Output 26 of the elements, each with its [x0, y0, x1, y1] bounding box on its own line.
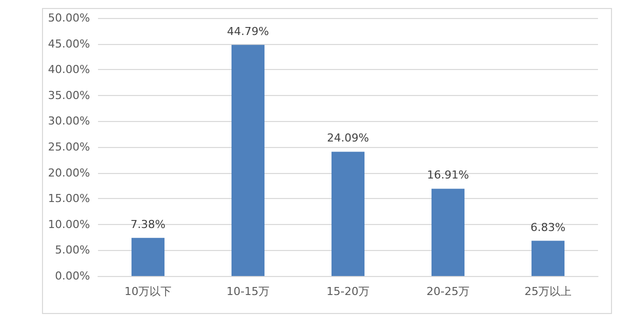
data-label: 44.79%	[227, 24, 269, 38]
data-label: 16.91%	[427, 168, 469, 182]
x-tick-label: 20-25万	[426, 285, 470, 298]
y-tick-label: 45.00%	[48, 37, 90, 50]
y-tick-label: 0.00%	[55, 270, 90, 282]
data-label: 7.38%	[130, 218, 166, 231]
y-tick-label: 50.00%	[48, 12, 90, 24]
data-label: 24.09%	[327, 132, 369, 145]
y-tick-label: 20.00%	[48, 166, 90, 180]
data-label: 6.83%	[530, 220, 566, 234]
bar	[232, 44, 264, 276]
bar	[332, 152, 364, 276]
x-tick-label: 10-15万	[226, 285, 270, 298]
y-tick-label: 5.00%	[55, 244, 90, 257]
x-tick-label: 15-20万	[326, 285, 370, 298]
x-tick-label: 10万以下	[124, 285, 172, 298]
y-tick-label: 25.00%	[48, 140, 90, 154]
y-tick-label: 40.00%	[48, 63, 90, 76]
y-tick-label: 10.00%	[48, 218, 90, 231]
y-tick-label: 30.00%	[48, 114, 90, 128]
bar	[432, 188, 464, 276]
y-tick-label: 15.00%	[48, 192, 90, 206]
y-tick-label: 35.00%	[48, 88, 90, 102]
x-tick-label: 25万以上	[524, 285, 572, 298]
bar	[132, 238, 164, 276]
bar	[532, 240, 564, 276]
